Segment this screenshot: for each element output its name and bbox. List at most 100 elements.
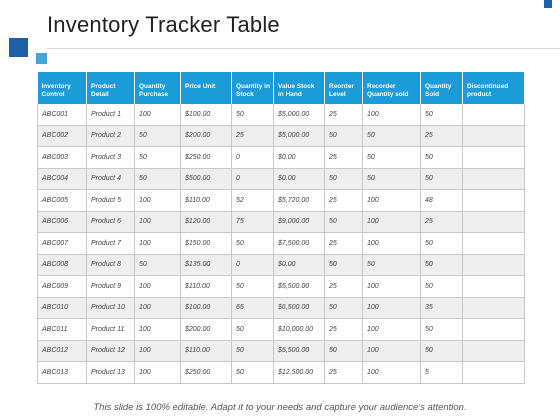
header-product-detail: Product Detail [86,72,135,104]
cell-quantity-in-stock: 25 [231,125,274,147]
header-quantity-purchase: Quantity Purchase [134,72,181,104]
table-row: ABC002 Product 2 50 $200.00 25 $5,000.00 50 50 2… [37,125,525,147]
cell-recorder-quantity-sold: 100 [362,297,421,319]
cell-value-stock-in-hand: $10,000.00 [273,318,325,341]
cell-price-unit: $110.00 [180,189,232,212]
table-row: ABC010 Product 10 100 $100.00 65 $6,500.00 50 1… [37,297,525,319]
table-row: ABC009 Product 9 100 $110.00 50 $5,500.00 25 10… [37,275,525,298]
cell-inventory-control: ABC006 [37,211,87,233]
cell-quantity-sold: 48 [420,189,463,212]
cell-product-detail: Product 4 [86,168,135,190]
cell-price-unit: $500.00 [180,168,232,190]
cell-quantity-sold: 50 [420,254,463,276]
cell-quantity-sold: 50 [420,275,463,298]
cell-quantity-sold: 50 [420,146,463,169]
cell-quantity-sold: 50 [420,232,463,255]
cell-recorder-quantity-sold: 50 [362,146,421,169]
table-row: ABC013 Product 13 100 $250.00 50 $12,500.00 25… [37,361,525,384]
header-inventory-control: Inventory Control [37,72,87,104]
cell-discontinued-product [462,168,525,190]
cell-recorder-quantity-sold: 100 [362,318,421,341]
cell-reorder-level: 50 [324,168,363,190]
cell-inventory-control: ABC013 [37,361,87,384]
cell-discontinued-product [462,297,525,319]
cell-quantity-in-stock: 75 [231,211,274,233]
header-quantity-sold: Quantity Sold [420,72,463,104]
cell-quantity-purchase: 100 [134,340,181,362]
slide-footer: This slide is 100% editable. Adapt it to… [93,402,467,413]
cell-inventory-control: ABC009 [37,275,87,298]
cell-discontinued-product [462,211,525,233]
cell-product-detail: Product 5 [86,189,135,212]
cell-value-stock-in-hand: $9,000.00 [273,211,325,233]
cell-recorder-quantity-sold: 100 [362,275,421,298]
cell-product-detail: Product 9 [86,275,135,298]
cell-quantity-in-stock: 52 [231,189,274,212]
cell-discontinued-product [462,232,525,255]
cell-quantity-sold: 25 [420,211,463,233]
cell-quantity-purchase: 100 [134,297,181,319]
table-row: ABC007 Product 7 100 $150.00 50 $7,500.00 25 10… [37,232,525,255]
cell-quantity-in-stock: 50 [231,275,274,298]
cell-value-stock-in-hand: $0.00 [273,168,325,190]
cell-quantity-in-stock: 65 [231,297,274,319]
cell-quantity-sold: 50 [420,104,463,126]
cell-price-unit: $100.00 [180,104,232,126]
cell-discontinued-product [462,275,525,298]
cell-inventory-control: ABC008 [37,254,87,276]
cell-product-detail: Product 2 [86,125,135,147]
cell-quantity-purchase: 50 [134,254,181,276]
cell-recorder-quantity-sold: 50 [362,125,421,147]
cell-quantity-purchase: 100 [134,275,181,298]
cell-price-unit: $120.00 [180,211,232,233]
table-row: ABC011 Product 11 100 $200.00 50 $10,000.00 25… [37,318,525,341]
table-header-row: Inventory Control Product Detail Quantit… [37,72,525,104]
cell-quantity-in-stock: 50 [231,361,274,384]
header-discontinued-product: Discontinued product [462,72,525,104]
cell-inventory-control: ABC002 [37,125,87,147]
cell-quantity-sold: 50 [420,318,463,341]
cell-quantity-in-stock: 0 [231,254,274,276]
cell-price-unit: $200.00 [180,125,232,147]
cell-inventory-control: ABC012 [37,340,87,362]
cell-reorder-level: 50 [324,254,363,276]
inventory-table: Inventory Control Product Detail Quantit… [37,72,525,384]
table-row: ABC003 Product 3 50 $250.00 0 $0.00 25 50 50 [37,146,525,169]
cell-price-unit: $200.00 [180,318,232,341]
cell-quantity-in-stock: 50 [231,232,274,255]
corner-decor-square [544,0,552,8]
cell-discontinued-product [462,340,525,362]
cell-reorder-level: 25 [324,189,363,212]
cell-quantity-purchase: 50 [134,146,181,169]
cell-value-stock-in-hand: $5,500.00 [273,275,325,298]
cell-quantity-sold: 50 [420,340,463,362]
cell-quantity-sold: 35 [420,297,463,319]
cell-reorder-level: 50 [324,340,363,362]
cell-recorder-quantity-sold: 100 [362,211,421,233]
header-reorder-level: Reorder Level [324,72,363,104]
cell-recorder-quantity-sold: 100 [362,361,421,384]
cell-value-stock-in-hand: $7,500.00 [273,232,325,255]
header-quantity-in-stock: Quantity in Stock [231,72,274,104]
cell-inventory-control: ABC004 [37,168,87,190]
cell-quantity-sold: 5 [420,361,463,384]
cell-reorder-level: 25 [324,275,363,298]
cell-discontinued-product [462,146,525,169]
cell-reorder-level: 25 [324,361,363,384]
cell-quantity-purchase: 100 [134,189,181,212]
cell-quantity-in-stock: 0 [231,146,274,169]
cell-quantity-purchase: 100 [134,318,181,341]
cell-quantity-in-stock: 50 [231,340,274,362]
cell-product-detail: Product 8 [86,254,135,276]
cell-reorder-level: 50 [324,125,363,147]
cell-price-unit: $250.00 [180,361,232,384]
cell-quantity-purchase: 100 [134,232,181,255]
cell-product-detail: Product 6 [86,211,135,233]
cell-inventory-control: ABC007 [37,232,87,255]
cell-inventory-control: ABC001 [37,104,87,126]
cell-value-stock-in-hand: $0.00 [273,254,325,276]
cell-value-stock-in-hand: $5,720.00 [273,189,325,212]
cell-inventory-control: ABC005 [37,189,87,212]
cell-recorder-quantity-sold: 50 [362,168,421,190]
cell-recorder-quantity-sold: 100 [362,232,421,255]
